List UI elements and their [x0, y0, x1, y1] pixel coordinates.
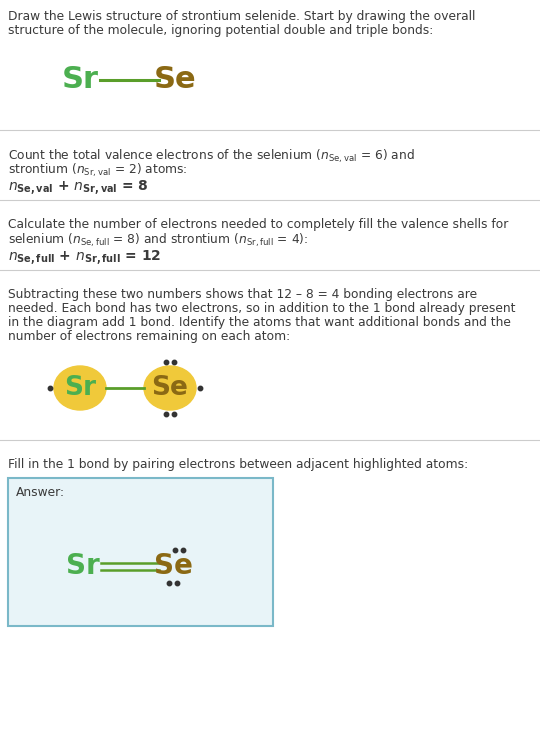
- Text: in the diagram add 1 bond. Identify the atoms that want additional bonds and the: in the diagram add 1 bond. Identify the …: [8, 316, 511, 329]
- Text: Calculate the number of electrons needed to completely fill the valence shells f: Calculate the number of electrons needed…: [8, 218, 508, 231]
- Text: Sr: Sr: [64, 375, 96, 401]
- Text: Answer:: Answer:: [16, 486, 65, 499]
- Text: Sr: Sr: [62, 66, 98, 95]
- Ellipse shape: [54, 366, 106, 410]
- Text: Subtracting these two numbers shows that 12 – 8 = 4 bonding electrons are: Subtracting these two numbers shows that…: [8, 288, 477, 301]
- Text: $n_\mathregular{Se,full}$ + $n_\mathregular{Sr,full}$ = 12: $n_\mathregular{Se,full}$ + $n_\mathregu…: [8, 248, 161, 267]
- Text: number of electrons remaining on each atom:: number of electrons remaining on each at…: [8, 330, 290, 343]
- Text: Se: Se: [153, 552, 192, 580]
- Text: Se: Se: [152, 375, 188, 401]
- Text: Fill in the 1 bond by pairing electrons between adjacent highlighted atoms:: Fill in the 1 bond by pairing electrons …: [8, 458, 468, 471]
- FancyBboxPatch shape: [8, 478, 273, 626]
- Text: needed. Each bond has two electrons, so in addition to the 1 bond already presen: needed. Each bond has two electrons, so …: [8, 302, 516, 315]
- Text: Draw the Lewis structure of strontium selenide. Start by drawing the overall: Draw the Lewis structure of strontium se…: [8, 10, 475, 23]
- Text: strontium ($n_\mathregular{Sr,val}$ = 2) atoms:: strontium ($n_\mathregular{Sr,val}$ = 2)…: [8, 162, 187, 179]
- Text: structure of the molecule, ignoring potential double and triple bonds:: structure of the molecule, ignoring pote…: [8, 24, 433, 37]
- Text: Count the total valence electrons of the selenium ($n_\mathregular{Se,val}$ = 6): Count the total valence electrons of the…: [8, 148, 415, 166]
- Ellipse shape: [144, 366, 196, 410]
- Text: Se: Se: [154, 66, 197, 95]
- Text: Sr: Sr: [66, 552, 100, 580]
- Text: $n_\mathregular{Se,val}$ + $n_\mathregular{Sr,val}$ = 8: $n_\mathregular{Se,val}$ + $n_\mathregul…: [8, 178, 149, 197]
- Text: selenium ($n_\mathregular{Se,full}$ = 8) and strontium ($n_\mathregular{Sr,full}: selenium ($n_\mathregular{Se,full}$ = 8)…: [8, 232, 308, 249]
